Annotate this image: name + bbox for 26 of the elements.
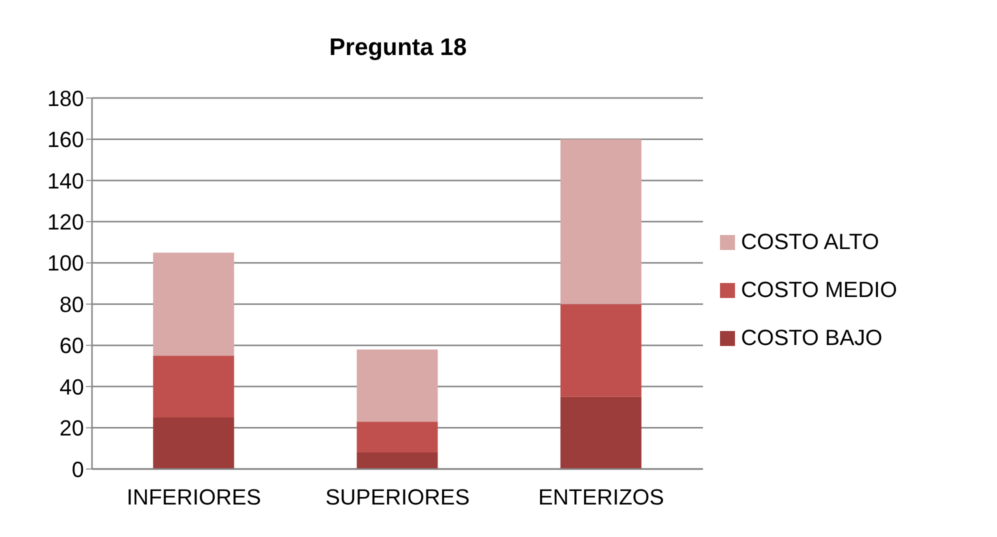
y-tick-label: 60: [60, 333, 84, 358]
legend-label: COSTO BAJO: [741, 325, 882, 351]
chart-title: Pregunta 18: [328, 34, 468, 62]
y-tick-label: 100: [47, 250, 84, 276]
x-tick-label: SUPERIORES: [325, 484, 470, 510]
bar: [356, 349, 438, 422]
y-tick-label: 80: [60, 292, 84, 317]
y-tick-label: 160: [47, 127, 84, 152]
bar: [560, 304, 642, 397]
bar: [153, 356, 234, 418]
y-tick-label: 0: [72, 456, 84, 482]
x-tick-label: ENTERIZOS: [538, 484, 664, 510]
bar: [560, 396, 642, 469]
y-tick-label: 140: [47, 168, 84, 194]
y-tick-label: 180: [47, 86, 84, 111]
bar: [153, 252, 234, 356]
bar: [560, 139, 642, 304]
legend-label: COSTO MEDIO: [741, 277, 898, 303]
x-tick-label: INFERIORES: [126, 484, 262, 510]
bar: [153, 417, 234, 469]
y-tick-label: 20: [60, 416, 84, 441]
bar: [356, 422, 438, 453]
legend-label: COSTO ALTO: [741, 229, 880, 255]
y-tick-label: 40: [60, 374, 84, 400]
y-tick-label: 120: [47, 209, 84, 234]
bar: [356, 452, 438, 469]
